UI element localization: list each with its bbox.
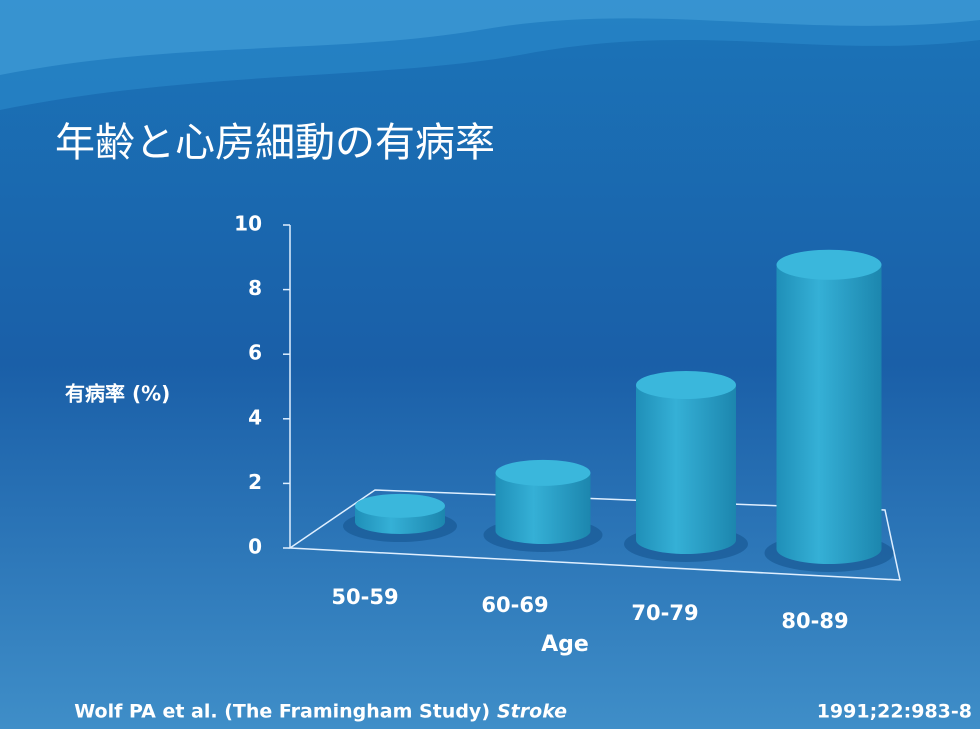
x-tick-label: 70-79 <box>631 601 698 625</box>
source-journal: Stroke <box>497 701 567 723</box>
slide-title: 年齢と心房細動の有病率 <box>55 120 495 166</box>
y-axis-label: 有病率 (%) <box>65 382 170 406</box>
bar <box>636 384 736 554</box>
wave <box>0 0 980 75</box>
bar-top <box>495 459 591 486</box>
y-tick-label: 6 <box>248 341 262 365</box>
y-tick-label: 10 <box>234 212 262 236</box>
source-authors: Wolf PA et al. (The Framingham Study) <box>74 701 490 723</box>
x-axis-label: Age <box>541 632 589 657</box>
bar <box>495 472 591 545</box>
x-tick-label: 80-89 <box>781 609 848 633</box>
y-tick-label: 4 <box>248 405 262 429</box>
y-tick-label: 0 <box>248 535 262 559</box>
y-tick-label: 2 <box>248 470 262 494</box>
bar-top <box>355 493 445 518</box>
bar-top <box>636 370 736 399</box>
source-citation: 1991;22:983-8 <box>817 701 972 723</box>
x-tick-label: 60-69 <box>481 593 548 617</box>
x-tick-label: 50-59 <box>331 585 398 609</box>
floor <box>287 489 901 581</box>
y-tick-label: 8 <box>248 276 262 300</box>
bar <box>776 264 882 565</box>
bar-top <box>776 249 882 280</box>
